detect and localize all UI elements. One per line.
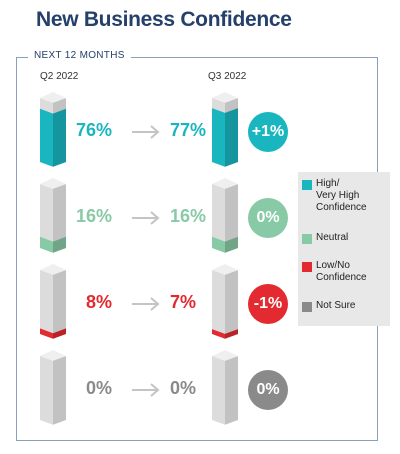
change-badge-low: -1%: [248, 284, 288, 324]
bar-body-left-not-sure-1: [212, 356, 225, 425]
legend-label-not-sure: Not Sure: [316, 300, 356, 311]
value-label-q3-neutral: 16%: [170, 206, 207, 226]
bar-body-left-not-sure-0: [40, 356, 53, 425]
change-badge-neutral: 0%: [248, 198, 288, 238]
bar-fill-right-neutral-0: [53, 236, 66, 253]
arrow-head-neutral: [150, 211, 160, 225]
bar-cap-neutral-0: [40, 178, 66, 189]
bar-fill-right-high-0: [53, 108, 66, 167]
bar-body-right-neutral-1: [225, 184, 238, 253]
bar-fill-left-high-0: [40, 108, 53, 167]
bar-body-left-neutral-0: [40, 184, 53, 253]
chart-title: New Business Confidence: [36, 8, 292, 31]
bar-fill-right-neutral-1: [225, 236, 238, 253]
bar-cap-low-1: [212, 264, 238, 275]
bar-cap-neutral-1: [212, 178, 238, 189]
change-badge-not-sure: 0%: [248, 370, 288, 410]
value-label-q3-low: 7%: [170, 292, 197, 312]
value-label-q2-high: 76%: [75, 120, 112, 140]
bar-fill-right-high-1: [225, 108, 238, 167]
change-badge-high: +1%: [248, 112, 288, 152]
bar-body-right-low-0: [53, 270, 66, 339]
bar-body-right-not-sure-0: [53, 356, 66, 425]
frame-label: NEXT 12 MONTHS: [28, 50, 131, 61]
bar-cap-low-0: [40, 264, 66, 275]
value-label-q2-low: 8%: [85, 292, 112, 312]
value-label-q2-neutral: 16%: [75, 206, 112, 226]
bar-fill-right-low-1: [225, 329, 238, 339]
legend-swatch-neutral: [302, 234, 312, 244]
category-label-q3: Q3 2022: [208, 71, 247, 82]
legend: High/ Very High Confidence Neutral Low/N…: [298, 172, 390, 326]
legend-swatch-high: [302, 180, 312, 190]
bar-body-left-neutral-1: [212, 184, 225, 253]
category-label-q2: Q2 2022: [40, 71, 79, 82]
legend-swatch-not-sure: [302, 302, 312, 312]
arrow-head-high: [150, 125, 160, 139]
value-label-q3-not-sure: 0%: [170, 378, 197, 398]
bar-body-left-low-1: [212, 270, 225, 339]
legend-swatch-low: [302, 262, 312, 272]
legend-label-high: High/ Very High Confidence: [316, 178, 367, 213]
bar-cap-not-sure-1: [212, 350, 238, 361]
bar-fill-left-low-1: [212, 329, 225, 339]
bar-cap-not-sure-0: [40, 350, 66, 361]
bar-fill-left-high-1: [212, 108, 225, 167]
bar-fill-left-neutral-1: [212, 236, 225, 253]
bar-cap-high-0: [40, 92, 66, 103]
legend-label-neutral: Neutral: [316, 232, 349, 243]
bar-cap-high-1: [212, 92, 238, 103]
value-label-q2-not-sure: 0%: [85, 378, 112, 398]
bar-body-right-low-1: [225, 270, 238, 339]
legend-label-low: Low/No Confidence: [316, 260, 367, 283]
bar-fill-left-neutral-0: [40, 236, 53, 253]
bar-body-right-neutral-0: [53, 184, 66, 253]
arrow-head-not-sure: [150, 383, 160, 397]
bar-fill-left-low-0: [40, 328, 53, 339]
bar-body-left-low-0: [40, 270, 53, 339]
arrow-head-low: [150, 297, 160, 311]
value-label-q3-high: 77%: [170, 120, 207, 140]
bar-fill-right-low-0: [53, 328, 66, 339]
bar-body-right-not-sure-1: [225, 356, 238, 425]
